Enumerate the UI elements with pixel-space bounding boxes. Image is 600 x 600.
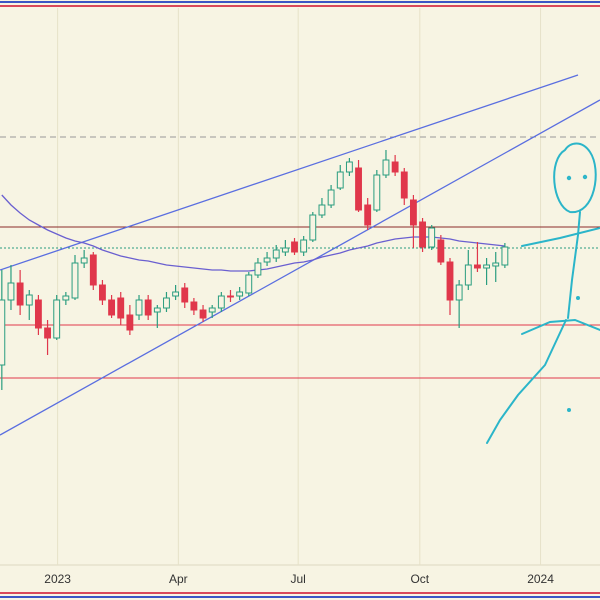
trend-line [0,99,600,436]
x-axis: 2023 Apr Jul Oct 2024 [44,572,554,586]
doodle [486,142,600,444]
candle-body [0,299,6,366]
candle-body [117,297,125,319]
candle-body [108,299,116,316]
doodle-head [553,142,597,214]
candle-body [263,257,271,263]
candle-body [217,295,225,309]
candle-body [355,167,362,211]
candle-body [345,161,353,173]
doodle-dot [576,296,580,300]
candle-body [300,239,308,253]
candle-body [135,299,143,316]
candle-body [236,291,244,297]
candle-body [25,294,33,306]
candle-body [208,307,216,313]
trend-line [0,74,579,271]
candle-body [272,249,280,259]
doodle-arms [521,227,600,247]
x-tick-label: 2023 [44,572,71,586]
candle-body [53,299,61,339]
levels [0,136,600,379]
candle-body [163,297,170,309]
candle-body [89,254,97,286]
candle-body [62,295,70,301]
candle-body [181,287,189,303]
candle-body [428,227,436,248]
candle-body [44,327,51,339]
candle-body [419,221,426,248]
candle-body [382,159,390,176]
candle-body [245,274,253,294]
candle-body [483,264,491,269]
candle-body [446,261,454,301]
candle-body [336,171,344,189]
candle-body [400,171,408,199]
candle-body [281,247,289,253]
candle-body [190,301,198,311]
x-tick-label: 2024 [527,572,554,586]
candle-body [464,264,472,286]
candle-body [437,239,445,263]
candle-body [153,307,161,313]
candle-body [16,282,24,306]
candle-body [291,241,298,253]
candle-body [126,314,134,331]
x-tick-label: Oct [410,572,429,586]
doodle-leg [486,319,567,444]
doodle-eye [582,174,588,180]
candle-body [309,214,317,241]
candle-body [391,161,399,173]
candle-body [227,295,234,298]
candle-body [364,204,372,226]
doodle-hips [521,318,600,335]
candle-body [7,282,15,301]
candle-body [99,284,106,301]
doodle-body [567,211,581,319]
candle-body [318,204,326,216]
candle-body [199,309,207,319]
candle-body [34,299,42,329]
candle-body [71,262,79,299]
candle-body [492,262,500,267]
candle-body [409,199,417,226]
candle-body [455,284,463,301]
candle-body [80,257,88,264]
candle-body [327,189,335,206]
grid [57,8,542,565]
candle-body [254,262,262,276]
x-tick-label: Apr [169,572,188,586]
candle-body [501,246,509,266]
candle-body [474,264,481,269]
candle-body [172,291,180,297]
doodle-dot [567,408,571,412]
plot [0,150,509,390]
x-tick-label: Jul [290,572,305,586]
doodle-eye [566,175,572,181]
candle-body [373,174,381,211]
candle-body [144,299,152,316]
